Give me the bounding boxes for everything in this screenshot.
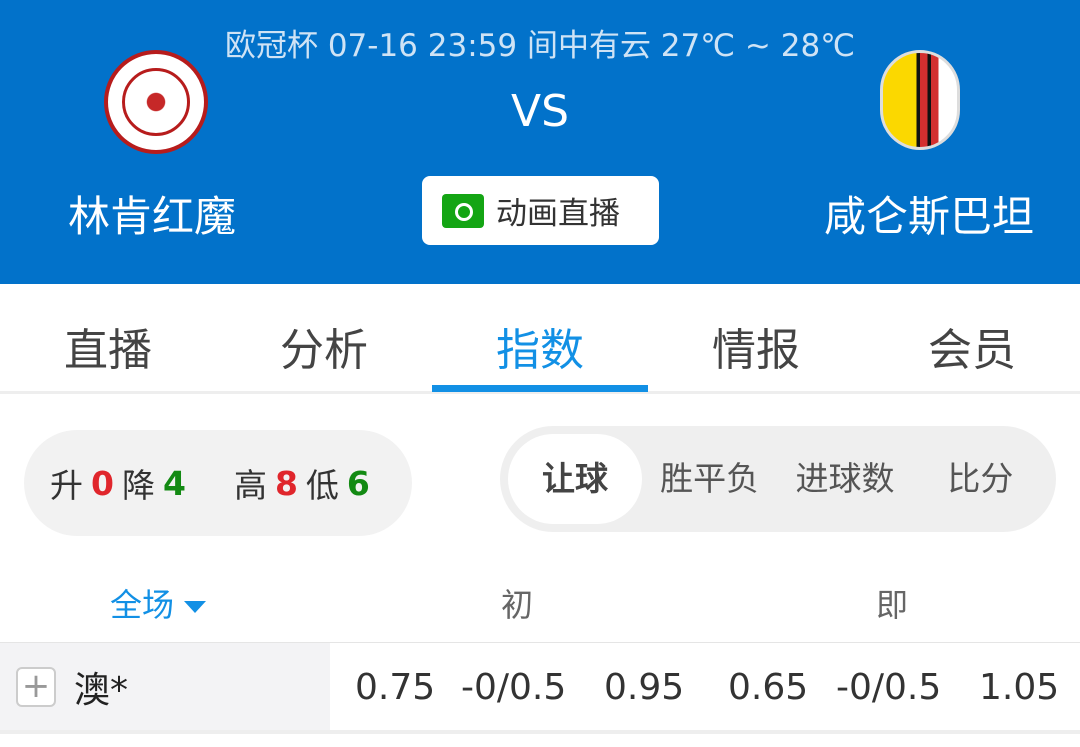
period-dropdown[interactable]: 全场 bbox=[110, 580, 207, 626]
animation-live-button[interactable]: 动画直播 bbox=[422, 176, 659, 245]
live-home-odds: 0.65 bbox=[728, 667, 809, 708]
high-label: 高 bbox=[233, 466, 267, 505]
segment-1x2[interactable]: 胜平负 bbox=[660, 459, 760, 498]
away-team-name[interactable]: 咸仑斯巴坦 bbox=[823, 192, 1034, 241]
initial-handicap: -0/0.5 bbox=[461, 667, 567, 708]
tab-odds[interactable]: 指数 bbox=[432, 284, 648, 392]
animation-live-label: 动画直播 bbox=[496, 196, 620, 232]
up-label: 升 bbox=[50, 466, 83, 505]
company-name: 澳* bbox=[74, 669, 129, 711]
match-header: 欧冠杯 07-16 23:59 间中有云 27℃ ~ 28℃ VS 林肯红魔 动… bbox=[0, 0, 1080, 284]
tab-member[interactable]: 会员 bbox=[928, 325, 1016, 376]
segment-goals[interactable]: 进球数 bbox=[795, 459, 895, 498]
initial-home-odds: 0.75 bbox=[355, 667, 436, 708]
company-cell: + 澳* bbox=[0, 643, 330, 730]
segment-score[interactable]: 比分 bbox=[947, 459, 1014, 498]
tab-analysis[interactable]: 分析 bbox=[280, 325, 368, 376]
match-info: 欧冠杯 07-16 23:59 间中有云 27℃ ~ 28℃ bbox=[224, 28, 856, 64]
tab-intel[interactable]: 情报 bbox=[712, 325, 800, 376]
tab-live[interactable]: 直播 bbox=[64, 325, 152, 376]
table-row[interactable]: + 澳* 0.75 -0/0.5 0.95 0.65 -0/0.5 1.05 bbox=[0, 642, 1080, 734]
initial-column-header: 初 bbox=[501, 586, 534, 624]
segment-handicap[interactable]: 让球 bbox=[508, 434, 642, 524]
live-column-header: 即 bbox=[876, 586, 909, 624]
vs-label: VS bbox=[510, 86, 570, 137]
live-away-odds: 1.05 bbox=[979, 667, 1060, 708]
low-count: 6 bbox=[346, 463, 370, 503]
odds-type-selector: 让球 胜平负 进球数 比分 bbox=[500, 426, 1056, 532]
live-handicap: -0/0.5 bbox=[836, 667, 942, 708]
period-label: 全场 bbox=[110, 586, 175, 624]
up-count: 0 bbox=[91, 463, 114, 503]
pitch-icon bbox=[442, 193, 484, 228]
away-team-logo[interactable] bbox=[880, 50, 960, 150]
down-count: 4 bbox=[162, 463, 186, 503]
initial-away-odds: 0.95 bbox=[604, 667, 685, 708]
down-label: 降 bbox=[121, 466, 155, 505]
expand-plus-icon[interactable]: + bbox=[16, 666, 56, 707]
caret-down-icon bbox=[184, 601, 207, 613]
home-team-name[interactable]: 林肯红魔 bbox=[68, 192, 237, 241]
low-label: 低 bbox=[305, 466, 339, 505]
tab-bar: 直播 分析 指数 情报 会员 bbox=[0, 284, 1080, 394]
high-count: 8 bbox=[274, 463, 298, 503]
home-team-logo[interactable] bbox=[104, 50, 208, 154]
